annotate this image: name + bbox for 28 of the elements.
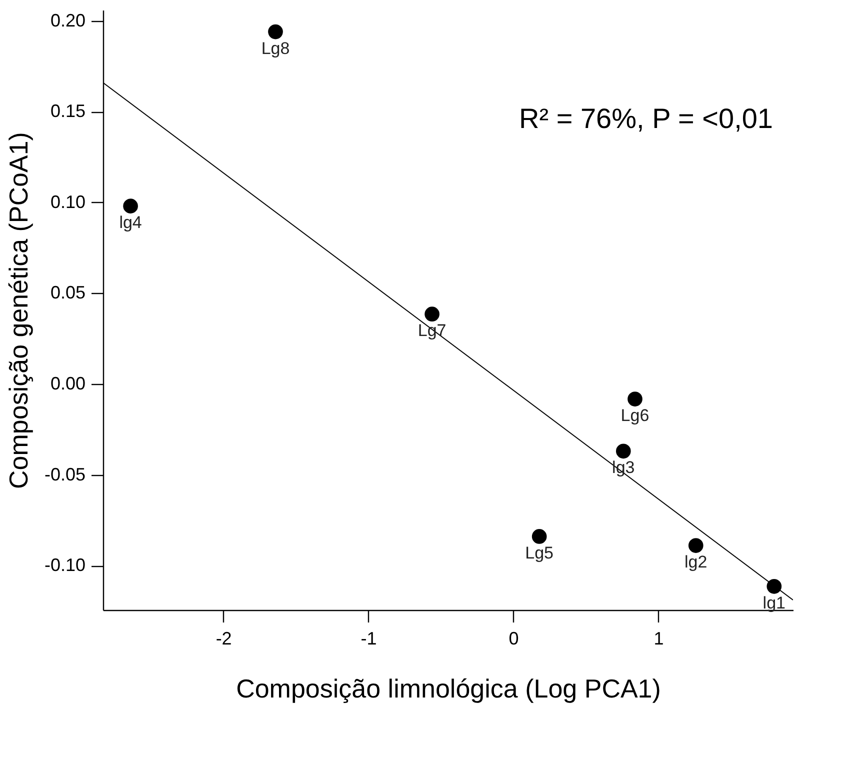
x-axis-title: Composição limnológica (Log PCA1) [236,674,661,704]
annotation: Lg8 [261,38,290,58]
point [766,579,782,594]
annotation: lg2 [684,552,708,572]
point [424,306,440,322]
point [268,24,283,40]
y-axis-title: Composição genética (PCoA1) [3,132,34,489]
point [628,392,642,406]
point [532,529,547,544]
y-tick-label: 0.10 [50,192,86,212]
point [123,198,138,214]
y-tick-label: -0.05 [44,464,86,484]
annotation: lg4 [119,213,142,232]
x-tick-label: -1 [360,628,377,648]
x-tick-label: 1 [654,628,664,648]
annotation: Lg5 [525,543,554,562]
y-tick-label: 0.05 [50,282,86,303]
x-tick-label: -2 [216,628,232,648]
y-tick-label: 0.00 [50,373,86,394]
y-tick-label: -0.10 [44,555,86,576]
annotation: R² = 76%, P = <0,01 [519,103,773,134]
point [688,538,704,553]
point [616,444,631,459]
annotation: Lg6 [620,406,650,426]
annotation: lg1 [762,593,786,612]
y-tick-label: 0.15 [50,101,86,122]
y-tick-label: 0.20 [50,10,86,30]
x-tick-label: 0 [508,628,519,648]
